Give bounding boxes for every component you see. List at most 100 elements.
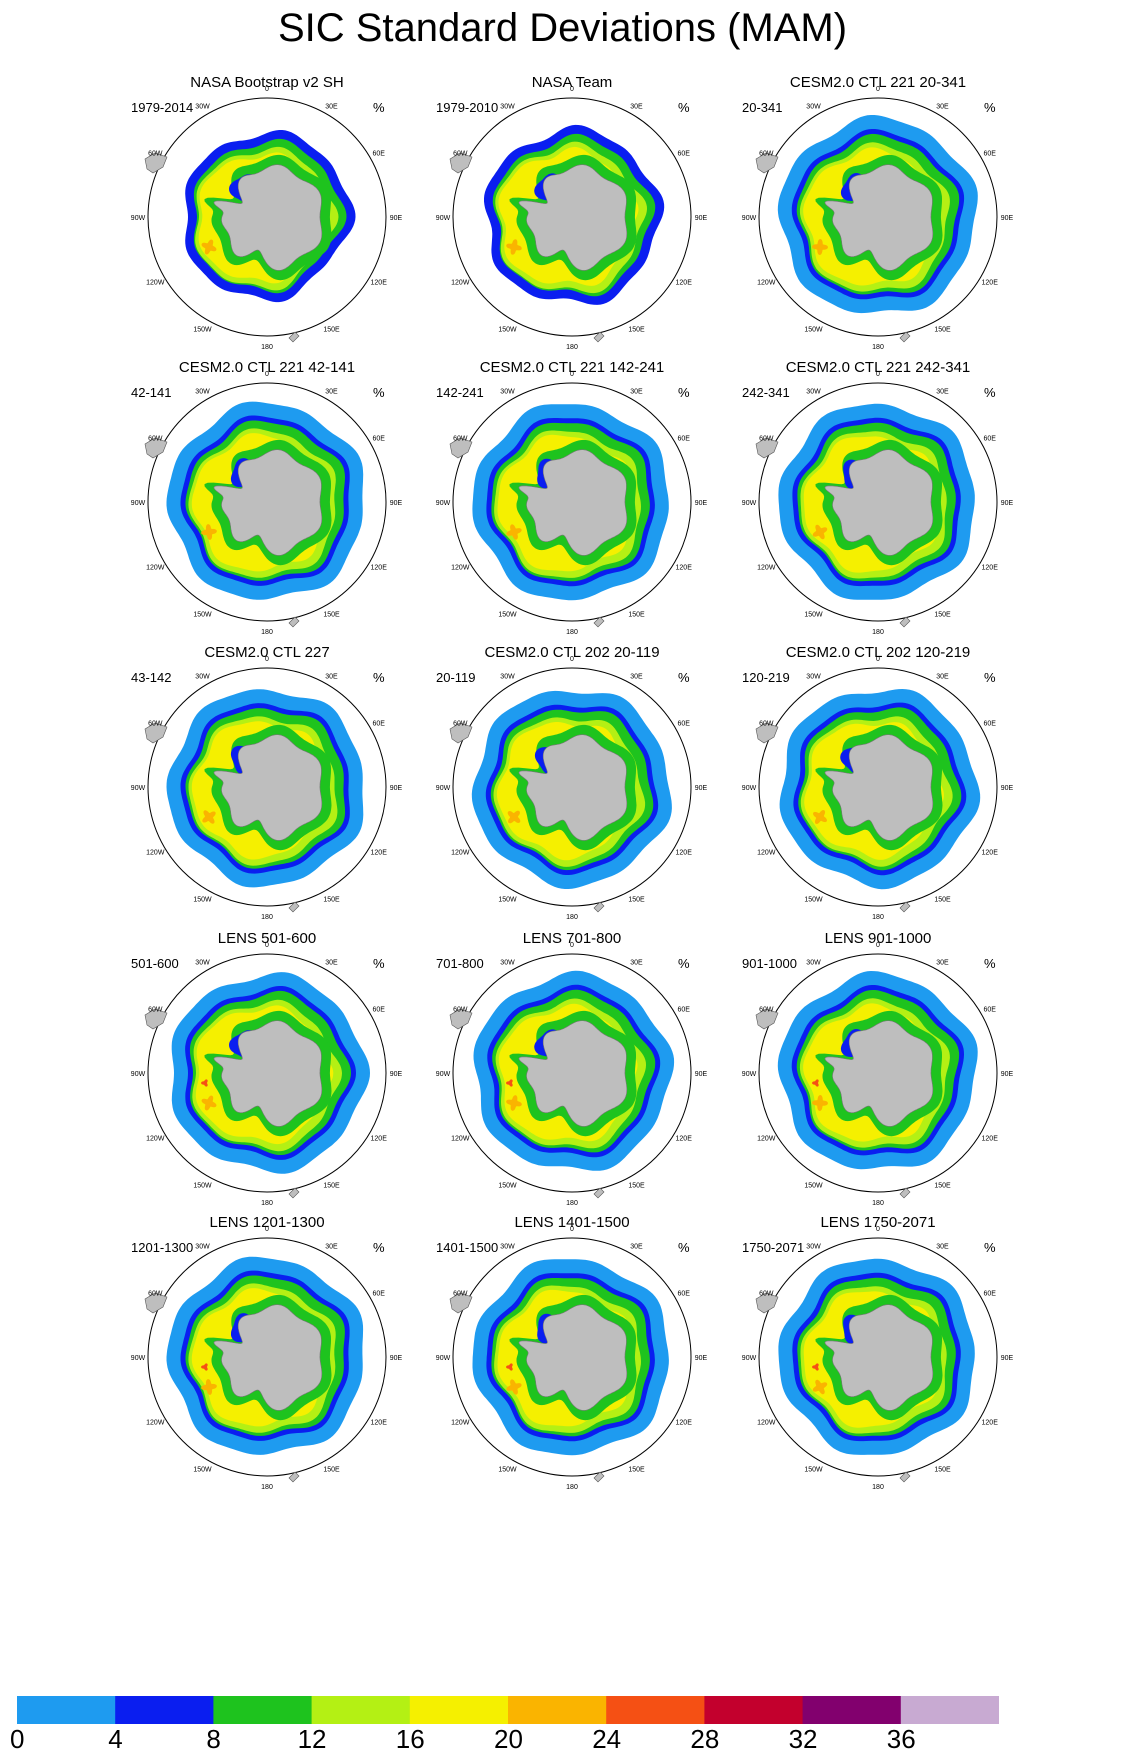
longitude-label: 180 xyxy=(872,1200,884,1207)
longitude-label: 30W xyxy=(195,103,210,110)
longitude-label: 60W xyxy=(148,436,163,443)
longitude-label: 0 xyxy=(265,1226,269,1233)
longitude-label: 90W xyxy=(131,785,146,792)
longitude-label: 60W xyxy=(148,721,163,728)
longitude-label: 180 xyxy=(566,914,578,921)
longitude-label: 0 xyxy=(876,1226,880,1233)
longitude-label: 120E xyxy=(676,850,693,857)
polar-map: 0 30E 60E 90E 120E 150E 180 150W 120W 90W 60W 30W xyxy=(131,86,403,351)
longitude-label: 0 xyxy=(265,86,269,93)
longitude-label: 120W xyxy=(451,1136,470,1143)
panel-unit: % xyxy=(373,100,385,115)
antarctica-land xyxy=(518,164,628,271)
longitude-label: 30E xyxy=(630,673,643,680)
antarctica-land xyxy=(824,734,934,841)
polar-map: 0 30E 60E 90E 120E 150E 180 150W 120W 90W 60W 30W xyxy=(131,656,403,921)
longitude-label: 120E xyxy=(982,1136,999,1143)
panel-period: 20-119 xyxy=(436,670,476,685)
colorbar-tick-label: 32 xyxy=(788,1724,818,1754)
island-land xyxy=(288,331,300,343)
longitude-label: 150W xyxy=(804,612,823,619)
longitude-label: 150W xyxy=(804,1183,823,1190)
page-title: SIC Standard Deviations (MAM) xyxy=(277,6,848,50)
longitude-label: 120E xyxy=(676,280,693,287)
longitude-label: 60E xyxy=(983,1291,996,1298)
longitude-label: 120W xyxy=(757,1136,776,1143)
panel-title: NASA Team xyxy=(531,74,613,91)
south-america-land xyxy=(755,722,779,744)
longitude-label: 0 xyxy=(570,942,574,949)
sic-hotspot xyxy=(812,524,828,540)
longitude-label: 120W xyxy=(757,850,776,857)
longitude-label: 90E xyxy=(695,500,708,507)
polar-map: 0 30E 60E 90E 120E 150E 180 150W 120W 90W 60W 30W xyxy=(131,1226,403,1491)
longitude-label: 60E xyxy=(372,1291,385,1298)
longitude-label: 90E xyxy=(1001,1355,1014,1362)
longitude-label: 0 xyxy=(876,656,880,663)
longitude-label: 60E xyxy=(983,151,996,158)
longitude-label: 60E xyxy=(677,1007,690,1014)
colorbar-tick-label: 0 xyxy=(10,1724,25,1754)
island-land xyxy=(899,616,911,628)
panel-period: 142-241 xyxy=(436,385,484,400)
longitude-label: 90W xyxy=(131,1355,146,1362)
panel-unit: % xyxy=(678,1240,690,1255)
longitude-label: 120E xyxy=(676,1136,693,1143)
longitude-label: 120E xyxy=(676,1420,693,1427)
panel-period: 120-219 xyxy=(742,670,790,685)
sic-hotspot-red xyxy=(506,1079,513,1087)
longitude-label: 180 xyxy=(566,1484,578,1491)
panel-title: CESM2.0 CTL 202 20-119 xyxy=(484,644,660,661)
longitude-label: 150E xyxy=(323,1467,340,1474)
longitude-label: 150W xyxy=(498,327,517,334)
longitude-label: 90W xyxy=(436,1355,451,1362)
sic-hotspot-red xyxy=(506,1363,513,1371)
longitude-label: 60W xyxy=(148,1007,163,1014)
longitude-label: 120W xyxy=(146,1136,165,1143)
colorbar-swatch xyxy=(606,1696,705,1724)
longitude-label: 60E xyxy=(372,721,385,728)
sic-hotspot-red xyxy=(812,1079,819,1087)
longitude-label: 120E xyxy=(982,850,999,857)
longitude-label: 180 xyxy=(566,629,578,636)
longitude-label: 30W xyxy=(500,1243,515,1250)
island-land xyxy=(899,331,911,343)
longitude-label: 150E xyxy=(323,897,340,904)
longitude-label: 60E xyxy=(372,436,385,443)
south-america-land xyxy=(144,152,168,174)
panel-title: CESM2.0 CTL 227 xyxy=(204,644,330,661)
panel-period: 1201-1300 xyxy=(131,1240,194,1255)
longitude-label: 90E xyxy=(390,785,403,792)
longitude-label: 30W xyxy=(806,959,821,966)
longitude-label: 150W xyxy=(804,897,823,904)
island-land xyxy=(593,616,605,628)
longitude-label: 150W xyxy=(804,1467,823,1474)
longitude-label: 90E xyxy=(1001,1071,1014,1078)
longitude-label: 30W xyxy=(806,673,821,680)
longitude-label: 0 xyxy=(876,86,880,93)
colorbar-tick-label: 36 xyxy=(886,1724,916,1754)
longitude-label: 150E xyxy=(628,1183,645,1190)
longitude-label: 30W xyxy=(195,388,210,395)
south-america-land xyxy=(449,1292,473,1314)
panel-period: 1979-2014 xyxy=(131,100,194,115)
longitude-label: 0 xyxy=(265,656,269,663)
longitude-label: 90E xyxy=(390,1071,403,1078)
longitude-label: 90W xyxy=(742,215,757,222)
sic-hotspot xyxy=(812,1095,828,1111)
panel-period: 1750-2071 xyxy=(742,1240,805,1255)
panel-period: 1401-1500 xyxy=(436,1240,499,1255)
longitude-label: 150W xyxy=(193,1183,212,1190)
longitude-label: 120E xyxy=(982,1420,999,1427)
longitude-label: 30E xyxy=(325,103,338,110)
longitude-label: 180 xyxy=(261,344,273,351)
colorbar-tick-label: 20 xyxy=(494,1724,523,1754)
panel-period: 242-341 xyxy=(742,385,790,400)
antarctica-land xyxy=(213,1304,323,1411)
longitude-label: 60E xyxy=(983,721,996,728)
longitude-label: 120E xyxy=(371,850,388,857)
island-land xyxy=(288,616,300,628)
longitude-label: 120W xyxy=(757,280,776,287)
colorbar-swatch xyxy=(900,1696,999,1724)
south-america-land xyxy=(449,152,473,174)
